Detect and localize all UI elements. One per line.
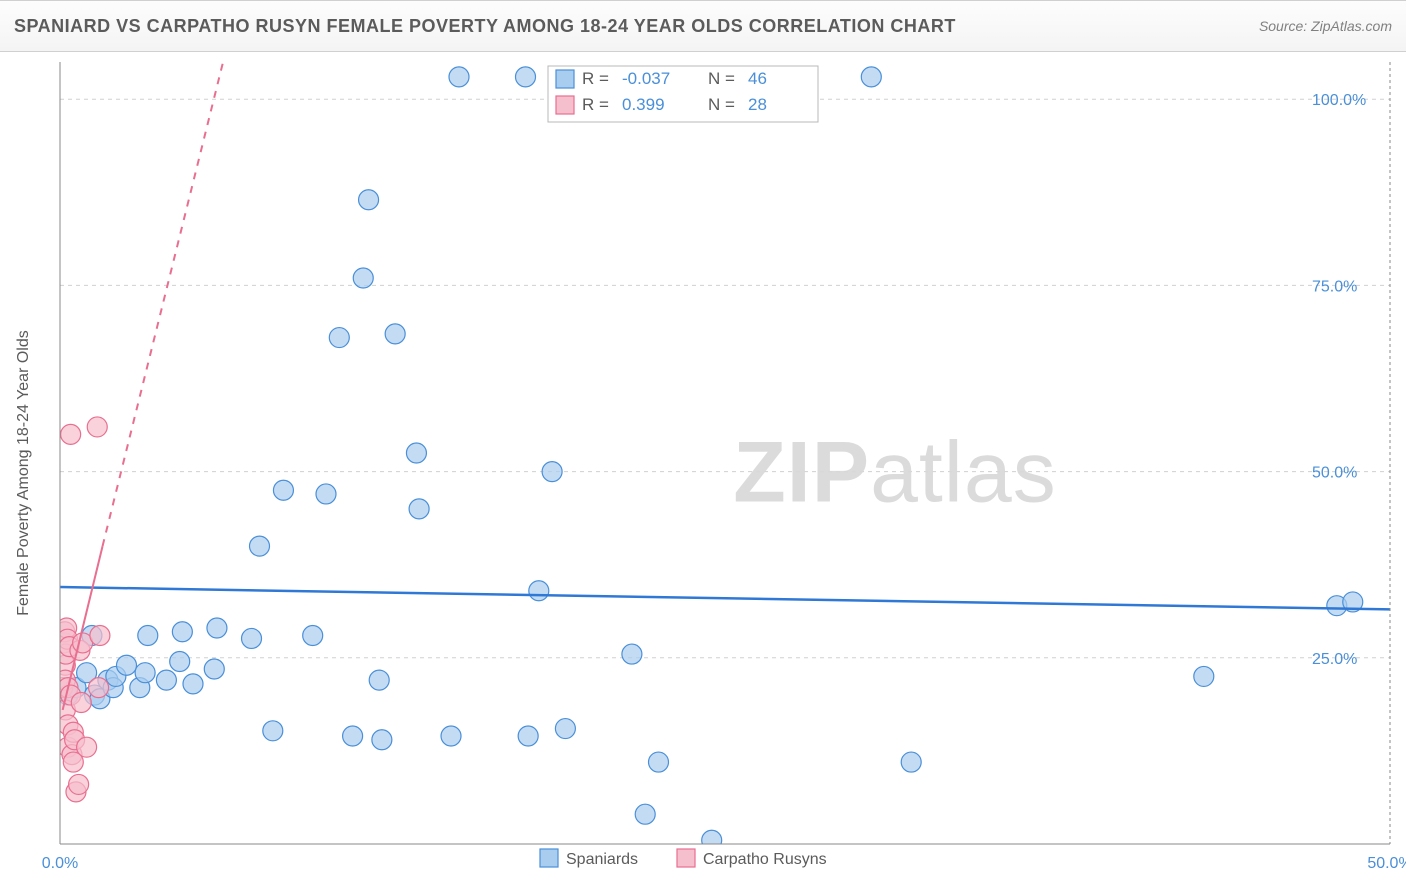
data-point: [555, 719, 575, 739]
y-tick-label: 50.0%: [1312, 465, 1357, 482]
bottom-legend-label: Spaniards: [566, 851, 638, 868]
data-point: [183, 674, 203, 694]
data-point: [542, 462, 562, 482]
data-point: [406, 443, 426, 463]
data-point: [263, 721, 283, 741]
data-point: [369, 670, 389, 690]
data-point: [329, 328, 349, 348]
data-point: [861, 67, 881, 87]
legend-n-value: 46: [748, 69, 767, 88]
data-point: [516, 67, 536, 87]
trendline-carpatho-dashed: [103, 55, 225, 547]
data-point: [529, 581, 549, 601]
trendline-spaniards: [60, 587, 1390, 609]
data-point: [449, 67, 469, 87]
data-point: [87, 417, 107, 437]
data-point: [316, 484, 336, 504]
legend-swatch: [556, 96, 574, 114]
data-point: [901, 752, 921, 772]
data-point: [204, 659, 224, 679]
bottom-legend-swatch: [677, 849, 695, 867]
watermark: ZIPatlas: [733, 425, 1056, 521]
legend-n-label: N =: [708, 95, 735, 114]
legend-r-label: R =: [582, 69, 609, 88]
data-point: [135, 663, 155, 683]
data-point: [172, 622, 192, 642]
source-prefix: Source:: [1259, 18, 1311, 34]
data-point: [61, 424, 81, 444]
data-point: [156, 670, 176, 690]
series-carpatho-rusyns: [53, 417, 110, 802]
data-point: [359, 190, 379, 210]
scatter-chart: ZIPatlas 25.0% 50.0% 75.0% 100.0% 0.0% 50.0% Fe…: [0, 52, 1406, 892]
data-point: [207, 618, 227, 638]
x-tick-label: 50.0%: [1367, 855, 1406, 872]
legend-swatch: [556, 70, 574, 88]
chart-header: SPANIARD VS CARPATHO RUSYN FEMALE POVERT…: [0, 0, 1406, 52]
data-point: [303, 625, 323, 645]
data-point: [372, 730, 392, 750]
data-point: [250, 536, 270, 556]
source-name: ZipAtlas.com: [1311, 18, 1392, 34]
bottom-legend-swatch: [540, 849, 558, 867]
data-point: [409, 499, 429, 519]
data-point: [343, 726, 363, 746]
data-point: [273, 480, 293, 500]
data-point: [385, 324, 405, 344]
chart-area: ZIPatlas 25.0% 50.0% 75.0% 100.0% 0.0% 50.0% Fe…: [0, 52, 1406, 892]
data-point: [77, 737, 97, 757]
data-point: [89, 678, 109, 698]
legend-r-value: 0.399: [622, 95, 665, 114]
data-point: [1194, 666, 1214, 686]
bottom-legend-label: Carpatho Rusyns: [703, 851, 827, 868]
data-point: [622, 644, 642, 664]
legend-r-label: R =: [582, 95, 609, 114]
y-tick-label: 100.0%: [1312, 92, 1366, 109]
y-tick-label: 75.0%: [1312, 278, 1357, 295]
legend-n-label: N =: [708, 69, 735, 88]
data-point: [138, 625, 158, 645]
data-point: [518, 726, 538, 746]
x-tick-label: 0.0%: [42, 855, 78, 872]
series-spaniards: [58, 67, 1363, 850]
chart-source: Source: ZipAtlas.com: [1259, 18, 1392, 34]
legend-r-value: -0.037: [622, 69, 670, 88]
data-point: [170, 652, 190, 672]
data-point: [635, 804, 655, 824]
legend-n-value: 28: [748, 95, 767, 114]
data-point: [441, 726, 461, 746]
y-axis-label: Female Poverty Among 18-24 Year Olds: [15, 330, 32, 616]
y-tick-label: 25.0%: [1312, 651, 1357, 668]
data-point: [649, 752, 669, 772]
data-point: [353, 268, 373, 288]
data-point: [242, 628, 262, 648]
data-point: [702, 830, 722, 850]
data-point: [117, 655, 137, 675]
data-point: [69, 774, 89, 794]
chart-title: SPANIARD VS CARPATHO RUSYN FEMALE POVERT…: [14, 16, 956, 37]
data-point: [90, 625, 110, 645]
data-point: [71, 692, 91, 712]
